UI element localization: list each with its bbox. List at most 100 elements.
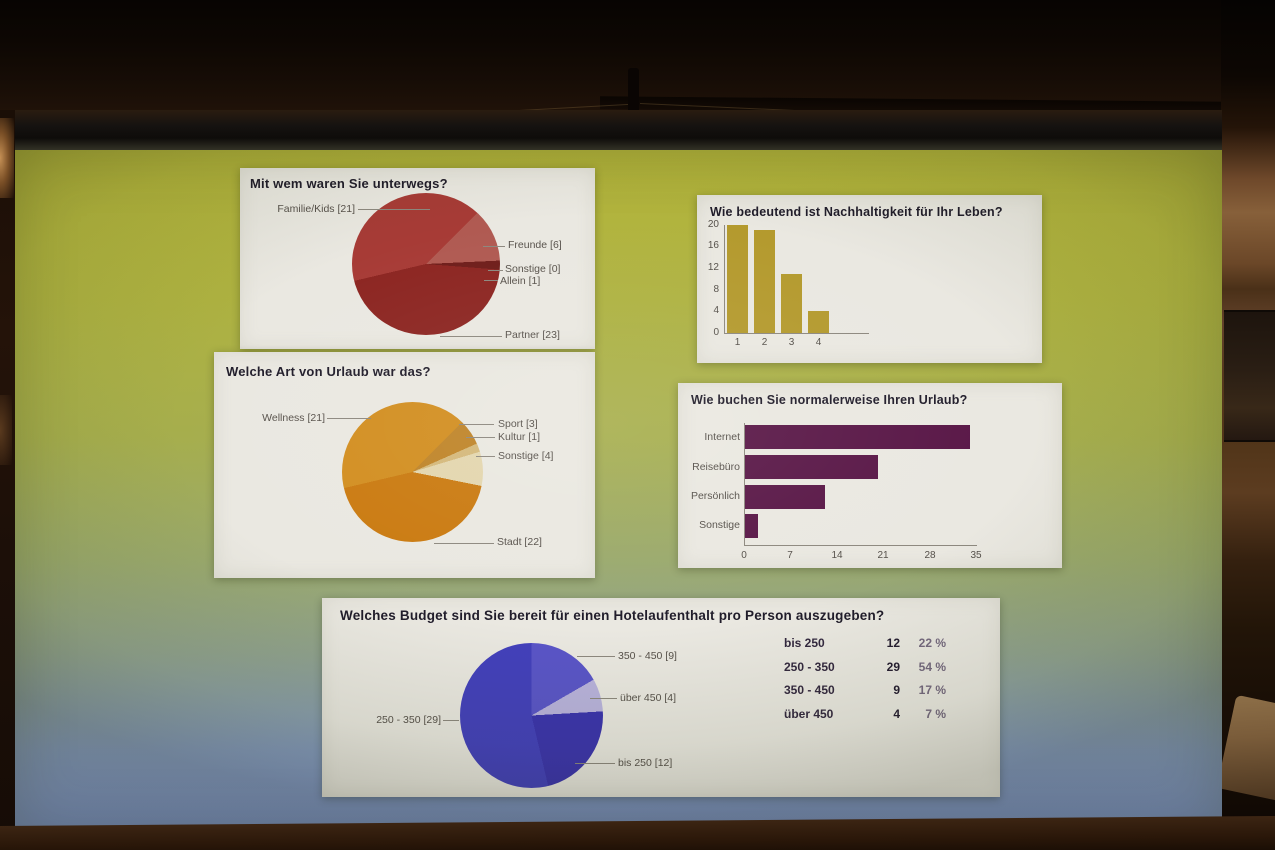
chart-title: Mit wem waren Sie unterwegs?: [250, 176, 448, 191]
pie-label-ueber-450: über 450 [4]: [620, 692, 677, 704]
pie-label-wellness: Wellness [21]: [262, 412, 325, 424]
chart-title: Welche Art von Urlaub war das?: [226, 364, 431, 379]
leader-line: [459, 424, 494, 425]
bar-rating-3: [781, 273, 802, 333]
x-tick-21: 21: [877, 550, 889, 561]
leader-line: [443, 720, 459, 721]
x-tick-28: 28: [924, 550, 936, 561]
category-sonstige: Sonstige: [699, 519, 740, 531]
budget-table: bis 250 12 22 % 250 - 350 29 54 % 350 - …: [784, 636, 946, 730]
row-count: 4: [893, 706, 900, 721]
leader-line: [440, 336, 502, 337]
row-label: über 450: [784, 706, 834, 721]
row-percent: 22 %: [918, 636, 946, 650]
pie-label-250-350: 250 - 350 [29]: [376, 714, 441, 726]
x-tick-0: 0: [741, 550, 747, 561]
bar-plot-area: [697, 225, 1037, 333]
table-row: 350 - 450 9 17 %: [784, 683, 946, 697]
bar-rating-1: [727, 225, 748, 333]
y-tick-0: 0: [713, 327, 719, 338]
chart-panel-sustainability: Wie bedeutend ist Nachhaltigkeit für Ihr…: [697, 195, 1042, 363]
bar-sonstige: [745, 514, 759, 538]
pie-label-allein: Allein [1]: [500, 275, 541, 287]
picture-frame: [1224, 310, 1275, 442]
x-tick-7: 7: [787, 550, 793, 561]
x-category-3: 3: [788, 337, 795, 348]
row-count: 29: [886, 659, 900, 674]
bar-plot-area: [745, 383, 977, 568]
pie-label-familie-kids: Familie/Kids [21]: [277, 203, 355, 215]
x-axis-line: [744, 545, 977, 546]
slide-surface: Mit wem waren Sie unterwegs? Familie/Kid…: [15, 150, 1222, 832]
leader-line: [488, 270, 503, 271]
chart-title: Welches Budget sind Sie bereit für einen…: [340, 608, 885, 623]
bar-internet: [745, 425, 971, 449]
leader-line: [484, 280, 498, 281]
lamp-glow-lower: [0, 395, 12, 465]
row-count: 9: [893, 683, 900, 697]
lamp-glow: [0, 118, 14, 198]
screen-top-casing: [15, 110, 1222, 150]
table-row: über 450 4 7 %: [784, 707, 946, 721]
y-axis-line: [744, 423, 745, 545]
row-percent: 54 %: [918, 659, 946, 674]
x-category-2: 2: [761, 337, 768, 348]
pie-label-350-450: 350 - 450 [9]: [618, 650, 677, 662]
pie-label-sonstige: Sonstige [0]: [505, 263, 561, 275]
leader-line: [434, 543, 494, 544]
y-tick-8: 8: [713, 284, 719, 295]
category-reisebuero: Reisebüro: [692, 461, 740, 473]
row-label: bis 250: [784, 636, 825, 650]
room-wall-left: [0, 110, 16, 850]
table-row: bis 250 12 22 %: [784, 636, 946, 650]
row-percent: 7 %: [925, 706, 946, 721]
pie-label-bis-250: bis 250 [12]: [618, 757, 673, 769]
table-row: 250 - 350 29 54 %: [784, 660, 946, 674]
x-tick-35: 35: [970, 550, 982, 561]
bar-rating-2: [754, 230, 775, 333]
x-tick-14: 14: [831, 550, 843, 561]
leader-line: [466, 437, 495, 438]
leader-line: [483, 246, 505, 247]
pie-chart-budget: [460, 643, 603, 788]
chart-panel-booking: Wie buchen Sie normalerweise Ihren Urlau…: [678, 383, 1062, 568]
row-count: 12: [886, 636, 900, 650]
pie-label-freunde: Freunde [6]: [508, 239, 562, 251]
projection-screen: Mit wem waren Sie unterwegs? Familie/Kid…: [15, 110, 1222, 832]
y-tick-4: 4: [713, 305, 719, 316]
chart-panel-companions: Mit wem waren Sie unterwegs? Familie/Kid…: [240, 168, 595, 349]
y-tick-12: 12: [707, 262, 719, 273]
pie-label-kultur: Kultur [1]: [498, 431, 541, 443]
y-axis-line: [724, 225, 725, 334]
x-category-1: 1: [734, 337, 741, 348]
chart-title: Wie bedeutend ist Nachhaltigkeit für Ihr…: [710, 205, 1003, 219]
bar-rating-4: [808, 311, 829, 333]
leader-line: [575, 763, 615, 764]
leader-line: [476, 456, 495, 457]
screen-hanger-hook: [628, 68, 639, 120]
pie-chart-companions: [352, 193, 500, 335]
pie-chart-vacation-type: [342, 402, 483, 542]
row-label: 250 - 350: [784, 659, 835, 674]
leader-line: [577, 656, 615, 657]
pie-label-sport: Sport [3]: [498, 418, 538, 430]
leader-line: [327, 418, 371, 419]
leader-line: [590, 698, 617, 699]
bar-persoenlich: [745, 485, 825, 509]
y-tick-20: 20: [707, 219, 719, 230]
row-percent: 17 %: [918, 683, 946, 697]
pie-label-sonstige: Sonstige [4]: [498, 450, 554, 462]
chart-panel-budget: Welches Budget sind Sie bereit für einen…: [322, 598, 1000, 797]
category-internet: Internet: [704, 431, 740, 443]
y-tick-16: 16: [707, 240, 719, 251]
x-axis-line: [724, 333, 869, 334]
category-persoenlich: Persönlich: [690, 490, 740, 502]
chart-panel-vacation-type: Welche Art von Urlaub war das? Wellness …: [214, 352, 595, 578]
pie-label-partner: Partner [23]: [505, 329, 560, 341]
bar-reisebuero: [745, 455, 878, 479]
row-label: 350 - 450: [784, 683, 835, 697]
pie-label-stadt: Stadt [22]: [497, 536, 542, 548]
chart-title: Wie buchen Sie normalerweise Ihren Urlau…: [691, 393, 968, 407]
leader-line: [358, 209, 430, 210]
